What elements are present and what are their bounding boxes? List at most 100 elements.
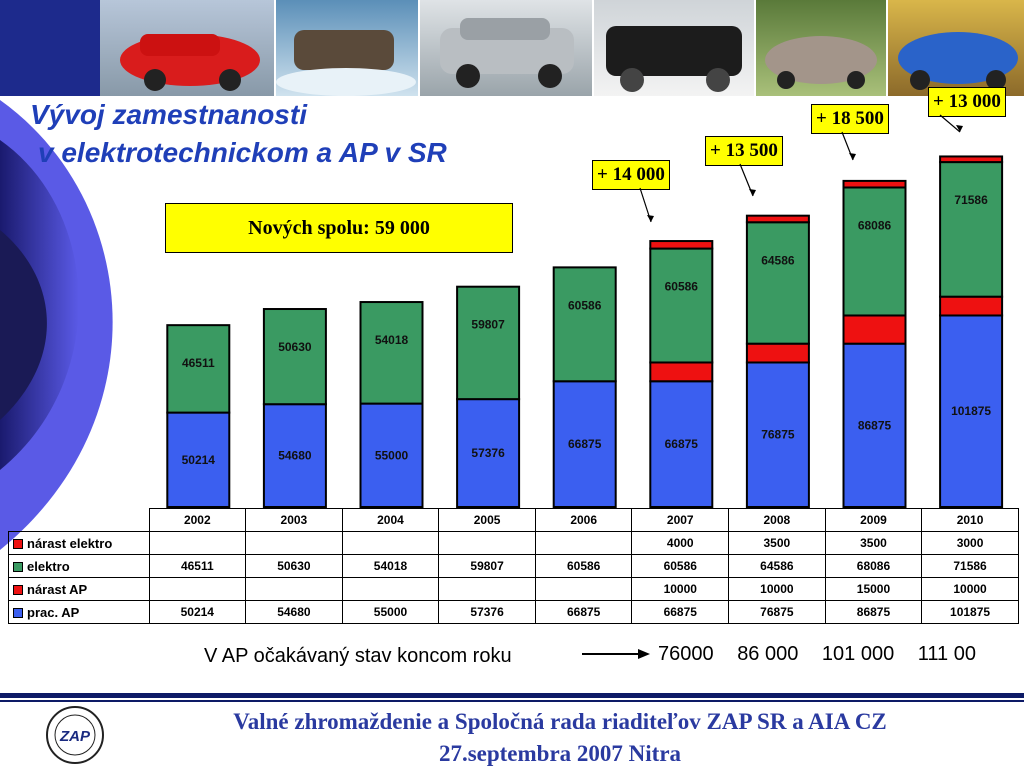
bar-elektro-2004: [359, 301, 424, 405]
table-header-2007: 2007: [631, 508, 730, 532]
table-cell-2010: 10000: [921, 577, 1019, 601]
photo-blue-panel: [0, 0, 100, 96]
table-row: nárast elektro 4000 3500 3500 3000: [8, 531, 1019, 555]
table-row-header: prac. AP: [8, 600, 150, 624]
zap-logo: ZAP: [46, 706, 104, 764]
bar-narast-elektro-2009: [842, 179, 907, 189]
table-header-2003: 2003: [245, 508, 343, 532]
expected-value-2008: 86 000: [737, 643, 799, 665]
pointer-arrowhead-2008: [749, 189, 756, 196]
table-header-2008: 2008: [728, 508, 826, 532]
title-line-2: v elektrotechnickom a AP v SR: [38, 137, 447, 168]
stacked-bar-chart: 50214 46511 54680 50630 55000 54018 57376 59807…: [166, 114, 1004, 509]
pointer-arrowhead-2007: [647, 215, 654, 222]
table-cell-2006: 66875: [534, 600, 633, 624]
expected-value-2010: 111 00: [917, 643, 976, 665]
expected-value-2007: 76000: [658, 643, 714, 665]
table-cell-2010: 101875: [921, 600, 1019, 624]
table-cell-2005: 57376: [438, 600, 536, 624]
photo-blue-car: [888, 0, 1024, 96]
table-row-header: nárast elektro: [8, 531, 150, 555]
bar-elektro-2010: [939, 161, 1004, 298]
data-label-prac-ap-2008: 76875: [761, 428, 795, 442]
data-label-elektro-2002: 46511: [182, 356, 215, 370]
bar-prac-ap-2009: [842, 342, 907, 508]
data-label-elektro-2003: 50630: [278, 340, 312, 354]
pointer-line-2010: [939, 114, 961, 133]
data-label-prac-ap-2007: 66875: [665, 437, 699, 451]
bar-elektro-2002: [166, 324, 231, 414]
data-label-prac-ap-2006: 66875: [568, 437, 602, 451]
increment-label-2009: + 18 500: [811, 104, 889, 134]
table-cell-2002: 50214: [148, 600, 247, 624]
data-label-elektro-2004: 54018: [375, 333, 409, 347]
table-cell-2010: 71586: [921, 554, 1019, 578]
bar-prac-ap-2002: [166, 411, 231, 509]
footer-divider-thin: [0, 700, 1024, 702]
bar-elektro-2003: [262, 308, 327, 406]
title-line-1: Vývoj zamestnanosti: [30, 99, 307, 130]
legend-label: elektro: [27, 558, 70, 574]
table-cell-2004: [341, 531, 440, 555]
data-label-elektro-2008: 64586: [761, 253, 795, 267]
table-cell-2004: [341, 577, 440, 601]
legend-swatch: [13, 585, 23, 596]
table-cell-2003: [245, 531, 343, 555]
table-cell-2002: [148, 577, 247, 601]
footer-line-1: Valné zhromaždenie a Spoločná rada riadi…: [233, 709, 887, 734]
photo-beige-car: [756, 0, 886, 96]
table-row: elektro 46511 50630 54018 59807 60586 60586 645…: [8, 554, 1019, 578]
table-row-header: nárast AP: [8, 577, 150, 601]
table-cell-2004: 55000: [341, 600, 440, 624]
bar-narast-elektro-2008: [745, 214, 810, 224]
pointer-arrowhead-2009: [849, 153, 856, 160]
footer-text: Valné zhromaždenie a Spoločná rada riadi…: [140, 706, 980, 770]
bar-elektro-2005: [456, 285, 521, 401]
table-header-2005: 2005: [438, 508, 536, 532]
table-header-2009: 2009: [824, 508, 923, 532]
photo-red-car: [100, 0, 274, 96]
table-cell-2008: 3500: [728, 531, 826, 555]
bar-narast-ap-2010: [939, 295, 1004, 317]
data-label-prac-ap-2002: 50214: [182, 453, 216, 467]
table-header-2010: 2010: [921, 508, 1019, 532]
table-cell-2008: 10000: [728, 577, 826, 601]
photo-suv-water: [276, 0, 418, 96]
bar-prac-ap-2004: [359, 402, 424, 509]
table-cell-2008: 76875: [728, 600, 826, 624]
data-table: 2002 2003 2004 2005 2006 2007 2008 2009 2010 nára…: [8, 508, 1019, 624]
table-cell-2009: 86875: [824, 600, 923, 624]
increment-label-2010: + 13 000: [928, 87, 1006, 117]
table-cell-2003: 54680: [245, 600, 343, 624]
bar-narast-ap-2008: [745, 342, 810, 364]
table-cell-2007: 66875: [631, 600, 730, 624]
table-cell-2006: [534, 531, 633, 555]
legend-swatch: [13, 608, 23, 619]
table-header-2004: 2004: [341, 508, 440, 532]
table-cell-2007: 10000: [631, 577, 730, 601]
table-cell-2009: 3500: [824, 531, 923, 555]
table-cell-2007: 4000: [631, 531, 730, 555]
table-cell-2009: 68086: [824, 554, 923, 578]
legend-swatch: [13, 539, 23, 550]
table-header-2002: 2002: [148, 508, 247, 532]
bar-prac-ap-2005: [456, 398, 521, 508]
table-cell-2008: 64586: [728, 554, 826, 578]
table-row: nárast AP 10000 10000 15000 10000: [8, 577, 1019, 601]
table-cell-2004: 54018: [341, 554, 440, 578]
table-cell-2002: 46511: [148, 554, 247, 578]
bar-prac-ap-2010: [939, 314, 1004, 508]
data-label-prac-ap-2010: 101875: [951, 404, 991, 418]
table-cell-2005: [438, 531, 536, 555]
legend-label: prac. AP: [27, 604, 80, 620]
legend-label: nárast elektro: [27, 535, 113, 551]
bar-prac-ap-2008: [745, 361, 810, 508]
bar-prac-ap-2003: [262, 403, 327, 508]
left-swirl-decoration: [0, 100, 113, 550]
table-row: prac. AP 50214 54680 55000 57376 66875 66875 76…: [8, 600, 1019, 624]
table-cell-2010: 3000: [921, 531, 1019, 555]
table-row-header: elektro: [8, 554, 150, 578]
bar-narast-elektro-2010: [939, 155, 1004, 164]
data-label-elektro-2005: 59807: [471, 318, 505, 332]
table-cell-2005: 59807: [438, 554, 536, 578]
